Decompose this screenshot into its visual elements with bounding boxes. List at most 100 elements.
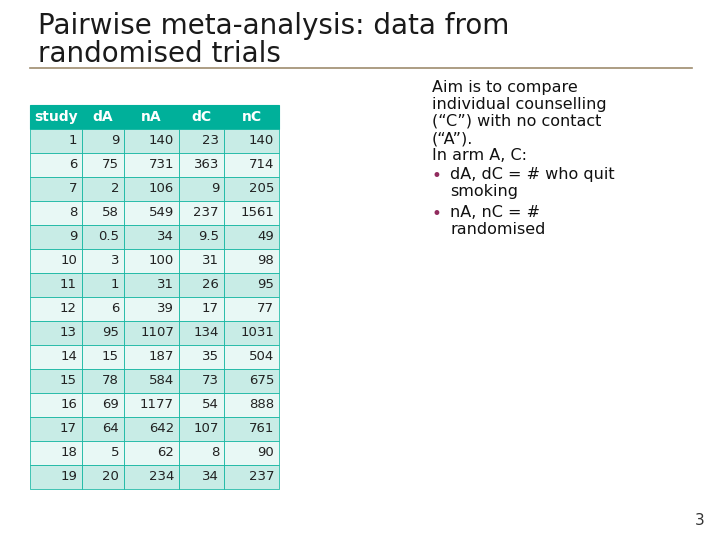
Text: 1107: 1107: [140, 327, 174, 340]
Text: 237: 237: [194, 206, 219, 219]
Text: 1561: 1561: [240, 206, 274, 219]
Text: 54: 54: [202, 399, 219, 411]
Text: 549: 549: [149, 206, 174, 219]
Bar: [179, 153, 224, 177]
Text: nA: nA: [141, 110, 162, 124]
Bar: [179, 177, 224, 201]
Bar: [82, 177, 124, 201]
Bar: [82, 369, 124, 393]
Bar: [82, 153, 124, 177]
Text: 205: 205: [248, 183, 274, 195]
Bar: [124, 129, 179, 153]
Text: 20: 20: [102, 470, 119, 483]
Bar: [124, 417, 179, 441]
Text: 3: 3: [696, 513, 705, 528]
Text: 95: 95: [257, 279, 274, 292]
Text: 3: 3: [110, 254, 119, 267]
Text: 75: 75: [102, 159, 119, 172]
Bar: [224, 417, 279, 441]
Bar: [124, 225, 179, 249]
Bar: [82, 417, 124, 441]
Bar: [82, 297, 124, 321]
Text: 95: 95: [102, 327, 119, 340]
Bar: [224, 273, 279, 297]
Text: 69: 69: [102, 399, 119, 411]
Bar: [82, 129, 124, 153]
Text: individual counselling: individual counselling: [432, 97, 607, 112]
Text: 9: 9: [68, 231, 77, 244]
Bar: [179, 417, 224, 441]
Bar: [224, 441, 279, 465]
Text: 6: 6: [111, 302, 119, 315]
Text: 17: 17: [202, 302, 219, 315]
Bar: [224, 225, 279, 249]
Bar: [124, 321, 179, 345]
Text: 5: 5: [110, 447, 119, 460]
Text: 10: 10: [60, 254, 77, 267]
Text: 8: 8: [68, 206, 77, 219]
Text: smoking: smoking: [450, 184, 518, 199]
Text: (“A”).: (“A”).: [432, 131, 473, 146]
Text: 62: 62: [157, 447, 174, 460]
Text: 761: 761: [248, 422, 274, 435]
Text: 73: 73: [202, 375, 219, 388]
Text: 49: 49: [257, 231, 274, 244]
Bar: [224, 153, 279, 177]
Text: 1: 1: [68, 134, 77, 147]
Bar: [82, 249, 124, 273]
Text: 58: 58: [102, 206, 119, 219]
Text: 19: 19: [60, 470, 77, 483]
Text: (“C”) with no contact: (“C”) with no contact: [432, 114, 601, 129]
Text: 98: 98: [257, 254, 274, 267]
Text: 106: 106: [149, 183, 174, 195]
Bar: [179, 105, 224, 129]
Bar: [224, 465, 279, 489]
Bar: [124, 465, 179, 489]
Text: 31: 31: [202, 254, 219, 267]
Bar: [30, 297, 82, 321]
Text: 0.5: 0.5: [98, 231, 119, 244]
Bar: [224, 105, 279, 129]
Text: 1177: 1177: [140, 399, 174, 411]
Bar: [124, 105, 179, 129]
Text: In arm A, C:: In arm A, C:: [432, 148, 527, 163]
Bar: [30, 177, 82, 201]
Text: study: study: [34, 110, 78, 124]
Bar: [82, 105, 124, 129]
Bar: [124, 177, 179, 201]
Bar: [82, 345, 124, 369]
Text: randomised: randomised: [450, 222, 545, 237]
Bar: [224, 321, 279, 345]
Bar: [30, 153, 82, 177]
Text: 9: 9: [111, 134, 119, 147]
Bar: [179, 393, 224, 417]
Text: 731: 731: [148, 159, 174, 172]
Text: 9.5: 9.5: [198, 231, 219, 244]
Bar: [124, 369, 179, 393]
Bar: [224, 249, 279, 273]
Text: 584: 584: [149, 375, 174, 388]
Bar: [30, 129, 82, 153]
Bar: [30, 345, 82, 369]
Text: 6: 6: [68, 159, 77, 172]
Text: dA: dA: [93, 110, 113, 124]
Text: 34: 34: [202, 470, 219, 483]
Text: 12: 12: [60, 302, 77, 315]
Text: 31: 31: [157, 279, 174, 292]
Bar: [82, 225, 124, 249]
Text: 134: 134: [194, 327, 219, 340]
Text: nC: nC: [241, 110, 261, 124]
Bar: [30, 321, 82, 345]
Bar: [124, 273, 179, 297]
Text: 13: 13: [60, 327, 77, 340]
Text: dC: dC: [192, 110, 212, 124]
Bar: [30, 465, 82, 489]
Bar: [179, 273, 224, 297]
Bar: [82, 201, 124, 225]
Bar: [179, 129, 224, 153]
Bar: [224, 369, 279, 393]
Text: 504: 504: [248, 350, 274, 363]
Bar: [30, 105, 82, 129]
Text: nA, nC = #: nA, nC = #: [450, 205, 540, 220]
Text: 23: 23: [202, 134, 219, 147]
